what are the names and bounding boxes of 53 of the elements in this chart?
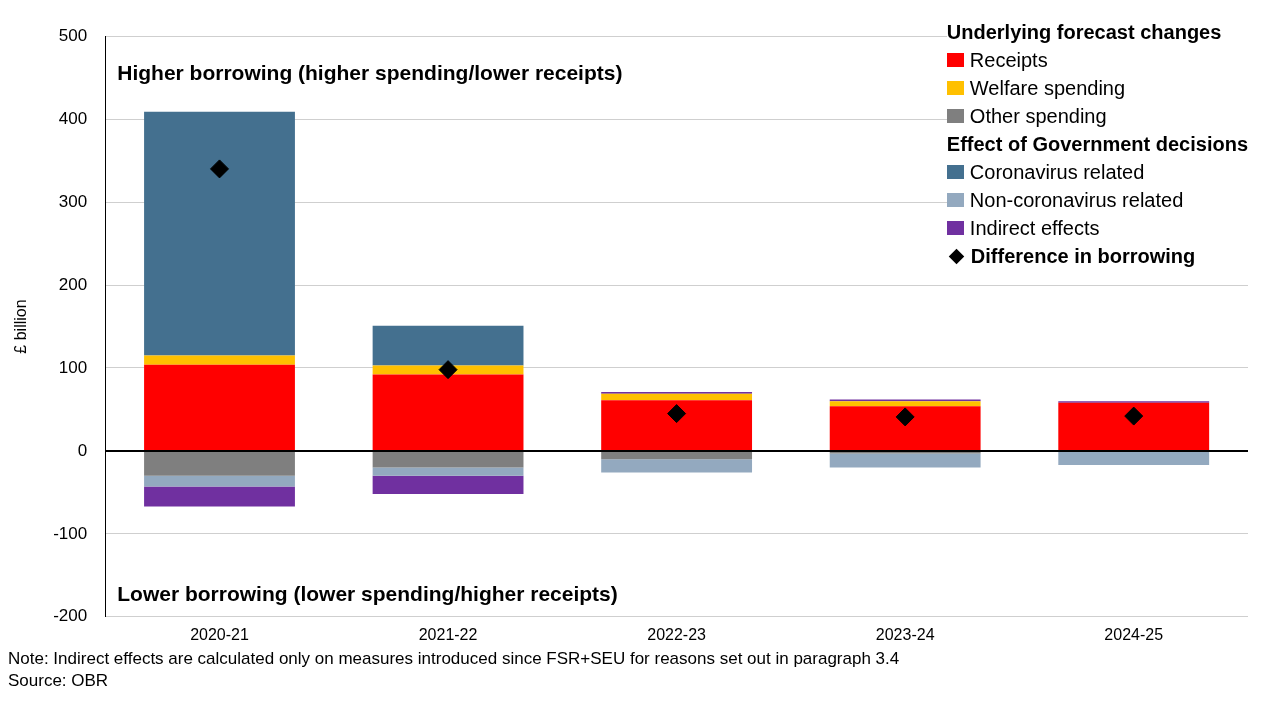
legend-label: Indirect effects [969, 216, 1100, 241]
y-tick-label: 100 [58, 357, 88, 377]
x-tick-label: 2023-24 [875, 625, 935, 643]
x-tick-label: 2024-25 [1104, 625, 1164, 643]
y-tick-label: 0 [77, 440, 88, 460]
annotation: Higher borrowing (higher spending/lower receipts) [117, 61, 623, 84]
legend-label: Coronavirus related [969, 160, 1145, 185]
bar [144, 364, 295, 450]
bar [829, 453, 981, 468]
bar [829, 406, 981, 450]
y-axis-title: £ billion [12, 299, 30, 354]
bar [144, 486, 295, 507]
legend-label: Difference in borrowing [970, 244, 1196, 269]
y-tick-label: -200 [53, 606, 88, 626]
legend-label: Other spending [969, 104, 1107, 129]
y-tick-label: 300 [58, 191, 88, 211]
bar [144, 475, 295, 487]
text: Effect of Government decisions [946, 133, 1248, 155]
y-tick-label: 500 [58, 25, 88, 45]
bar [372, 451, 524, 468]
x-tick-label: 2020-21 [190, 625, 249, 643]
point [667, 404, 687, 424]
x-tick-label: 2022-23 [647, 625, 707, 643]
bar [372, 475, 524, 495]
bar [372, 325, 524, 366]
source-note: Source: OBR [8, 670, 110, 692]
bar [372, 365, 524, 375]
point [1124, 406, 1144, 426]
y-tick-label: 400 [58, 108, 88, 128]
y-tick-label: 200 [58, 274, 88, 294]
legend-label: Receipts [969, 48, 1048, 73]
x-tick-label: 2021-22 [418, 625, 478, 643]
point [895, 407, 915, 427]
bar [601, 451, 753, 460]
bar [144, 111, 295, 356]
legend-label: Non-coronavirus related [969, 188, 1184, 213]
annotation: Lower borrowing (lower spending/higher receipts) [117, 581, 618, 605]
bar [144, 451, 295, 476]
bar [144, 355, 295, 365]
text: Underlying forecast changes [946, 21, 1222, 43]
bar [601, 400, 753, 450]
bar [372, 467, 524, 476]
legend-label: Welfare spending [969, 76, 1126, 101]
bar [829, 401, 981, 407]
bar [601, 459, 753, 473]
bar [1058, 451, 1210, 466]
bar [601, 393, 753, 401]
point [438, 360, 458, 380]
text: Note: Indirect effects are calculated only on measures introduced since FSR+SEU for reasons set out in paragraph 3.4 [8, 648, 901, 670]
y-tick-label: -100 [53, 523, 88, 543]
point [210, 159, 229, 179]
bar [372, 374, 524, 450]
bar [1058, 402, 1210, 450]
